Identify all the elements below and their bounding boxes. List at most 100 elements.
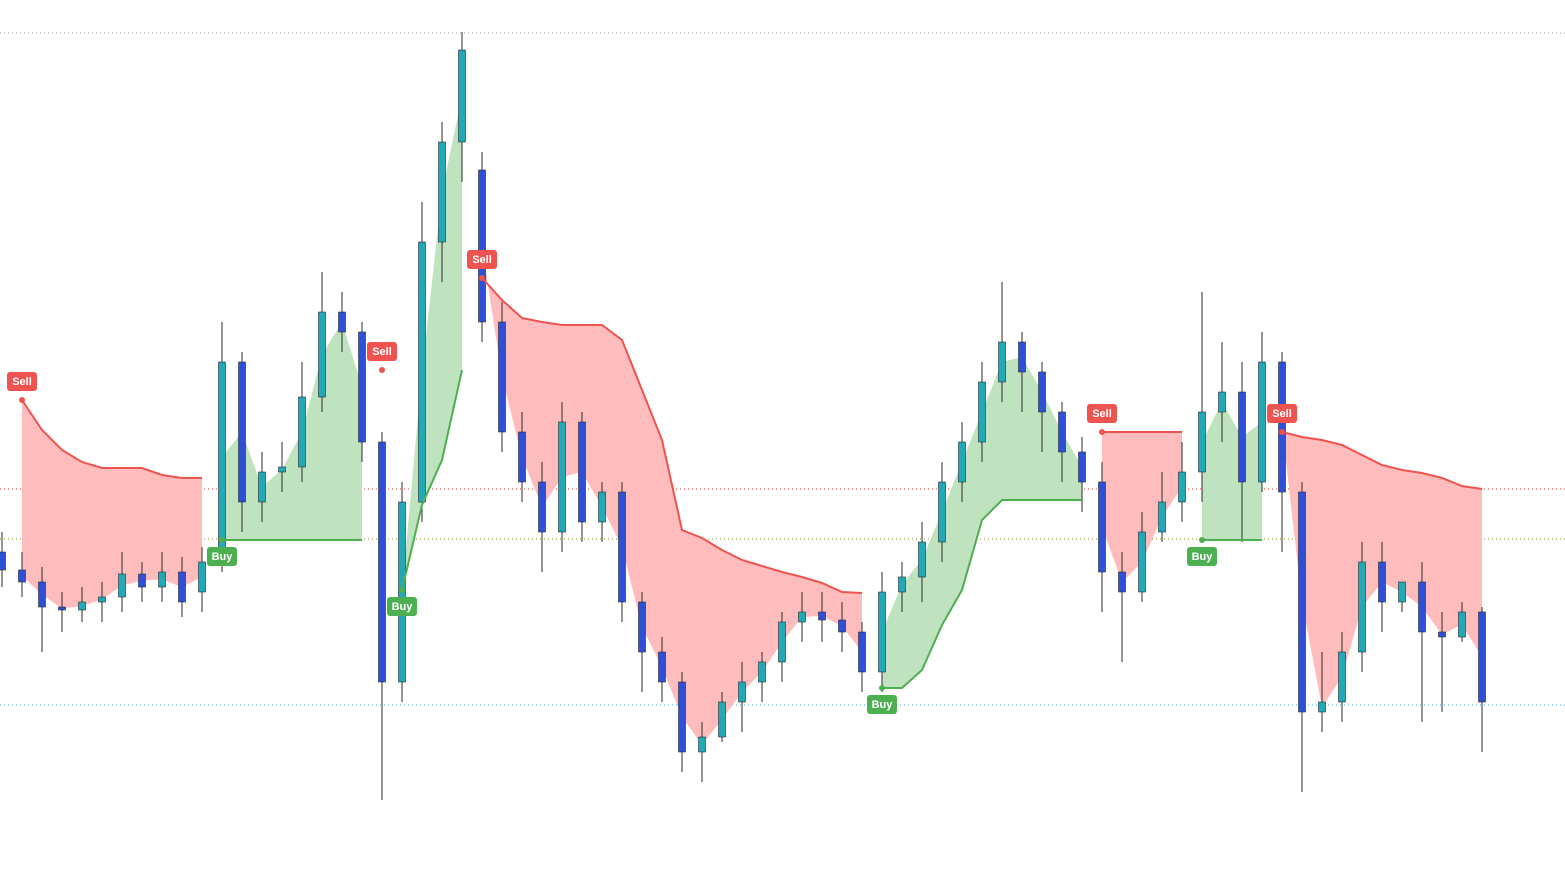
candle-body <box>758 661 766 683</box>
trend-fill <box>22 400 202 609</box>
signal-badge <box>1087 404 1117 423</box>
trend-line <box>21 277 1483 594</box>
trend-line <box>222 369 1262 689</box>
candle-body <box>1338 651 1346 703</box>
signal-badge <box>207 547 237 566</box>
candle-body <box>38 581 46 608</box>
signal-badge <box>367 342 397 361</box>
candle-body <box>978 381 986 443</box>
candle-body <box>1058 411 1066 453</box>
signal-point <box>879 685 885 691</box>
trend-fill <box>882 357 1082 688</box>
candle-body <box>1178 471 1186 503</box>
candle-body <box>1158 501 1166 533</box>
candle-body <box>498 321 506 433</box>
candle-body <box>318 311 326 398</box>
candle-body <box>1458 611 1466 638</box>
candle-body <box>818 611 826 621</box>
signal-label: Sell <box>472 254 492 266</box>
candle-body <box>358 331 366 443</box>
signal-point <box>379 367 385 373</box>
signal-badge <box>867 695 897 714</box>
candle-body <box>658 651 666 683</box>
signal-point <box>219 537 225 543</box>
candle-body <box>678 681 686 753</box>
signal-label: Sell <box>1272 408 1292 420</box>
signal-label: Buy <box>1192 551 1214 563</box>
candle-body <box>278 466 286 473</box>
signal-point <box>1099 429 1105 435</box>
candle-body <box>1238 391 1246 483</box>
candle-body <box>1478 611 1486 703</box>
candle-body <box>738 681 746 703</box>
candle-body <box>918 541 926 578</box>
candle-body <box>798 611 806 623</box>
candle-body <box>1418 581 1426 633</box>
candle-body <box>898 576 906 593</box>
candle-body <box>1018 341 1026 373</box>
candle-body <box>298 396 306 468</box>
candle-body <box>778 621 786 663</box>
signal-point <box>1199 537 1205 543</box>
candle-body <box>1078 451 1086 483</box>
candle-body <box>418 241 426 503</box>
candle-body <box>1298 491 1306 713</box>
candle-body <box>198 561 206 593</box>
candle-body <box>218 361 226 553</box>
candle-body <box>238 361 246 503</box>
candle-body <box>1358 561 1366 653</box>
signal-label: Buy <box>212 551 234 563</box>
signal-point <box>399 587 405 593</box>
candle-body <box>718 701 726 738</box>
candle-body <box>1198 411 1206 473</box>
candle-body <box>1218 391 1226 413</box>
candle-body <box>1258 361 1266 483</box>
candle-body <box>58 606 66 611</box>
signal-badge <box>467 250 497 269</box>
signal-label: Sell <box>1092 408 1112 420</box>
signal-badge <box>1187 547 1217 566</box>
candle-body <box>1138 531 1146 593</box>
signal-badge <box>387 597 417 616</box>
trend-fill <box>402 96 462 592</box>
signal-label: Buy <box>872 699 894 711</box>
candle-body <box>1278 361 1286 493</box>
candle-body <box>838 619 846 633</box>
trend-fill <box>222 322 362 540</box>
candle-body <box>118 573 126 598</box>
signal-point <box>1279 429 1285 435</box>
candle-body <box>438 141 446 243</box>
candle-body <box>0 551 6 571</box>
candle-body <box>1098 481 1106 573</box>
signal-badge <box>1267 404 1297 423</box>
candle-body <box>1398 581 1406 603</box>
trend-fill <box>1102 432 1182 582</box>
candle-body <box>558 421 566 533</box>
candle-body <box>98 596 106 603</box>
candle-body <box>638 601 646 653</box>
trend-fill <box>482 246 862 745</box>
candle-body <box>878 591 886 673</box>
candle-body <box>1118 571 1126 593</box>
candle-body <box>618 491 626 603</box>
candle-body <box>478 169 486 323</box>
candle-body <box>378 441 386 683</box>
trend-fill <box>1202 402 1262 540</box>
signal-badge <box>7 372 37 391</box>
candle-body <box>598 491 606 523</box>
candle-body <box>958 441 966 483</box>
candle-body <box>1378 561 1386 603</box>
candle-body <box>538 481 546 533</box>
candle-body <box>518 431 526 483</box>
candle-body <box>858 631 866 673</box>
candle-body <box>158 571 166 588</box>
candle-body <box>578 421 586 523</box>
candle-body <box>338 311 346 333</box>
signal-label: Buy <box>392 601 414 613</box>
signal-point <box>479 275 485 281</box>
signal-label: Sell <box>12 376 32 388</box>
candle-body <box>1318 701 1326 713</box>
candle-body <box>938 481 946 543</box>
candle-body <box>18 569 26 583</box>
